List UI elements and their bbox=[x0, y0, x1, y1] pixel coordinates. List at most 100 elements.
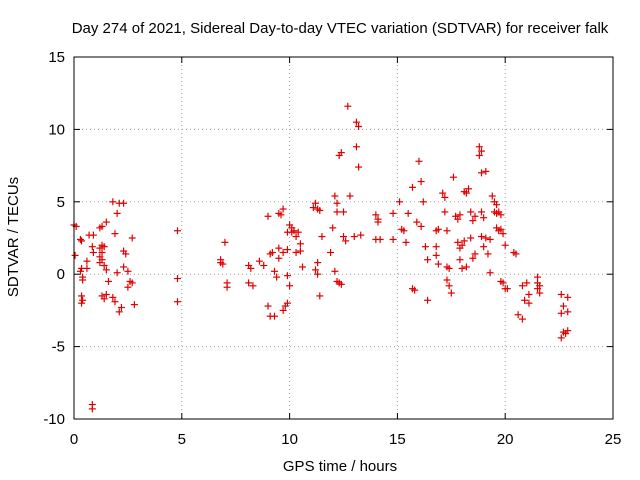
data-point bbox=[564, 308, 572, 316]
plot-frame bbox=[73, 56, 614, 420]
data-point bbox=[79, 276, 87, 284]
data-point bbox=[102, 266, 110, 274]
data-point bbox=[100, 295, 108, 303]
data-point bbox=[350, 233, 358, 241]
data-point bbox=[471, 250, 479, 258]
data-point bbox=[337, 280, 345, 288]
data-point bbox=[102, 218, 110, 226]
data-point bbox=[268, 248, 276, 256]
data-point bbox=[100, 243, 108, 251]
data-point bbox=[462, 189, 470, 197]
data-point bbox=[482, 234, 490, 242]
data-point bbox=[467, 234, 475, 242]
data-point bbox=[318, 233, 326, 241]
data-point bbox=[389, 209, 397, 217]
data-point bbox=[173, 275, 181, 283]
data-point bbox=[247, 264, 255, 272]
data-point bbox=[415, 157, 423, 165]
data-point bbox=[497, 225, 505, 233]
data-point bbox=[329, 224, 337, 232]
data-point bbox=[314, 270, 322, 278]
data-point bbox=[518, 282, 526, 290]
data-point bbox=[462, 263, 470, 271]
data-point bbox=[96, 259, 104, 267]
data-point bbox=[346, 192, 354, 200]
data-point bbox=[219, 260, 227, 268]
data-point bbox=[411, 286, 419, 294]
data-point bbox=[400, 227, 408, 235]
data-point bbox=[564, 327, 572, 335]
data-point bbox=[340, 208, 347, 216]
data-point bbox=[447, 289, 455, 297]
data-point bbox=[480, 214, 488, 222]
data-point bbox=[432, 243, 440, 251]
data-point bbox=[130, 301, 138, 309]
data-point bbox=[88, 405, 96, 413]
data-point bbox=[396, 198, 404, 206]
data-point bbox=[488, 192, 496, 200]
data-point bbox=[264, 212, 272, 220]
data-point bbox=[98, 248, 106, 256]
x-tick-label: 5 bbox=[178, 431, 186, 448]
data-point bbox=[245, 279, 253, 287]
data-point bbox=[514, 311, 522, 319]
data-point bbox=[316, 292, 324, 300]
data-point bbox=[454, 215, 462, 223]
x-axis-label: GPS time / hours bbox=[283, 458, 397, 475]
data-point bbox=[264, 302, 272, 310]
data-point bbox=[120, 263, 128, 271]
data-point bbox=[449, 173, 457, 181]
data-point bbox=[465, 185, 473, 193]
data-point bbox=[493, 201, 501, 209]
data-point bbox=[456, 211, 464, 219]
axes bbox=[73, 56, 614, 420]
data-point bbox=[486, 269, 494, 277]
data-point bbox=[441, 208, 449, 216]
data-point bbox=[424, 256, 432, 264]
data-point bbox=[122, 250, 130, 258]
data-point bbox=[113, 269, 121, 277]
y-tick-label: 10 bbox=[48, 121, 65, 138]
data-point bbox=[104, 277, 112, 285]
y-tick-label: 15 bbox=[48, 49, 65, 66]
data-point bbox=[283, 299, 291, 307]
data-point bbox=[443, 227, 451, 235]
data-point bbox=[296, 240, 304, 248]
data-point bbox=[296, 247, 304, 255]
data-point bbox=[76, 267, 84, 275]
data-point bbox=[109, 293, 117, 301]
data-point bbox=[277, 211, 285, 219]
data-point bbox=[355, 123, 363, 131]
y-tick-label: 0 bbox=[57, 266, 65, 283]
data-point bbox=[173, 227, 181, 235]
data-point bbox=[477, 147, 485, 155]
data-point bbox=[117, 304, 125, 312]
y-tick-label: -5 bbox=[52, 339, 65, 356]
data-point bbox=[314, 259, 322, 267]
data-point bbox=[534, 285, 542, 293]
data-point bbox=[120, 199, 128, 207]
data-point bbox=[78, 237, 86, 245]
data-point bbox=[503, 285, 511, 293]
data-point bbox=[100, 262, 108, 270]
data-point bbox=[518, 315, 526, 323]
data-point bbox=[402, 238, 410, 246]
data-point bbox=[536, 289, 544, 297]
data-point bbox=[499, 279, 507, 287]
data-point bbox=[292, 248, 300, 256]
data-point bbox=[467, 208, 475, 216]
data-point bbox=[331, 267, 339, 275]
data-point bbox=[71, 251, 79, 259]
data-point bbox=[223, 283, 231, 291]
data-point bbox=[88, 243, 96, 251]
data-point bbox=[340, 233, 347, 241]
data-points bbox=[70, 102, 572, 413]
data-point bbox=[352, 143, 360, 151]
data-point bbox=[311, 266, 319, 274]
chart-title: Day 274 of 2021, Sidereal Day-to-day VTE… bbox=[72, 20, 609, 37]
data-point bbox=[275, 254, 283, 262]
data-point bbox=[475, 151, 483, 159]
y-tick-label: -10 bbox=[43, 411, 65, 428]
data-point bbox=[344, 102, 352, 110]
data-point bbox=[456, 256, 464, 264]
